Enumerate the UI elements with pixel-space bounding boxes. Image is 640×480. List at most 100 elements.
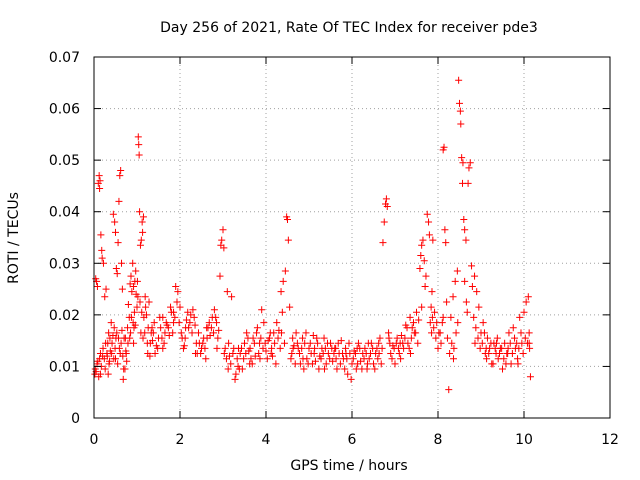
data-point: [306, 339, 314, 347]
data-point: [347, 375, 355, 383]
data-point: [120, 365, 128, 373]
data-point: [293, 339, 301, 347]
data-point: [302, 329, 310, 337]
data-point: [423, 210, 431, 218]
data-point: [403, 324, 411, 332]
data-point: [317, 355, 325, 363]
data-point: [160, 339, 168, 347]
data-point: [416, 264, 424, 272]
data-point: [298, 344, 306, 352]
y-tick-label: 0.03: [49, 256, 80, 272]
data-point: [397, 355, 405, 363]
data-point: [345, 339, 353, 347]
data-point: [138, 308, 146, 316]
data-point: [463, 308, 471, 316]
data-point: [418, 241, 426, 249]
data-point: [117, 339, 125, 347]
data-point: [288, 350, 296, 358]
data-point: [114, 360, 122, 368]
data-point: [443, 334, 451, 342]
data-point: [464, 179, 472, 187]
data-point: [150, 319, 158, 327]
data-point: [272, 360, 280, 368]
data-point: [148, 324, 156, 332]
data-point: [274, 334, 282, 342]
data-point: [184, 308, 192, 316]
data-point: [250, 339, 258, 347]
data-point: [466, 159, 474, 167]
data-point: [502, 360, 510, 368]
data-point: [279, 277, 287, 285]
data-point: [491, 344, 499, 352]
data-point: [449, 293, 457, 301]
data-point: [434, 344, 442, 352]
data-point: [354, 339, 362, 347]
data-point: [428, 313, 436, 321]
data-point: [247, 355, 255, 363]
data-point: [498, 344, 506, 352]
data-point: [383, 203, 391, 211]
data-point: [112, 334, 120, 342]
data-point: [394, 344, 402, 352]
data-point: [333, 365, 341, 373]
data-point: [157, 324, 165, 332]
data-point: [385, 334, 393, 342]
data-point: [276, 344, 284, 352]
data-point: [133, 277, 141, 285]
data-point: [289, 334, 297, 342]
data-point: [99, 344, 107, 352]
data-point: [111, 218, 119, 226]
data-point: [118, 259, 126, 267]
data-point: [261, 339, 269, 347]
data-point: [455, 76, 463, 84]
data-point: [220, 244, 228, 252]
data-point: [99, 259, 107, 267]
data-point: [246, 360, 254, 368]
data-point: [476, 344, 484, 352]
data-point: [124, 301, 132, 309]
data-point: [478, 339, 486, 347]
x-tick-label: 12: [601, 432, 619, 448]
data-point: [336, 360, 344, 368]
y-tick-label: 0.07: [49, 50, 80, 66]
data-point: [509, 324, 517, 332]
data-point: [296, 350, 304, 358]
data-point: [428, 288, 436, 296]
data-point: [351, 350, 359, 358]
data-point: [240, 355, 248, 363]
data-point: [118, 285, 126, 293]
x-tick-label: 4: [262, 432, 271, 448]
data-point: [164, 324, 172, 332]
data-point: [171, 313, 179, 321]
data-point: [103, 352, 111, 360]
data-point: [492, 339, 500, 347]
data-point: [130, 308, 138, 316]
data-point: [136, 241, 144, 249]
data-point: [308, 360, 316, 368]
data-point: [387, 350, 395, 358]
data-point: [320, 365, 328, 373]
data-point: [459, 159, 467, 167]
data-point: [375, 350, 383, 358]
data-point: [299, 334, 307, 342]
data-point: [190, 313, 198, 321]
data-point: [235, 365, 243, 373]
data-point: [493, 334, 501, 342]
data-point: [117, 166, 125, 174]
data-point: [284, 236, 292, 244]
data-point: [420, 257, 428, 265]
data-point: [112, 264, 120, 272]
data-point: [95, 172, 103, 180]
data-point: [460, 215, 468, 223]
data-point: [167, 303, 175, 311]
data-point: [475, 303, 483, 311]
data-point: [210, 306, 218, 314]
y-tick-labels: 0 0.01 0.02 0.03 0.04 0.05 0.06 0.07: [49, 50, 80, 427]
data-point: [291, 360, 299, 368]
data-point: [417, 252, 425, 260]
data-point: [232, 370, 240, 378]
data-point: [370, 360, 377, 368]
data-point: [412, 329, 420, 337]
data-point: [376, 334, 384, 342]
